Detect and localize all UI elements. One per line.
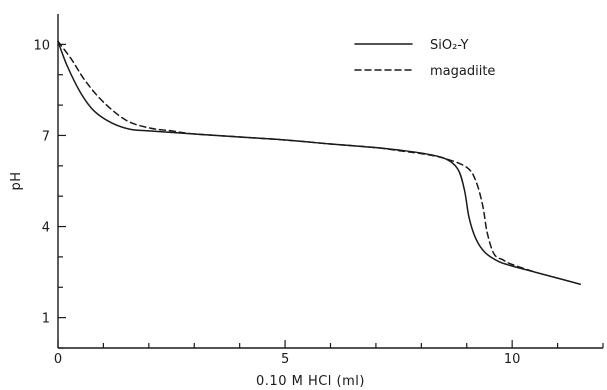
y-axis-label: pH xyxy=(9,171,24,190)
y-tick-label: 1 xyxy=(42,312,50,327)
x-tick-label: 5 xyxy=(281,352,289,367)
legend-label-sio-y: SiO₂-Y xyxy=(430,38,468,53)
series-line-sio-y xyxy=(57,40,582,285)
legend-label-magadiite: magadiite xyxy=(430,64,495,79)
y-tick-label: 10 xyxy=(33,38,50,53)
axes xyxy=(57,14,603,349)
series-lines xyxy=(57,40,582,285)
y-tick-label: 7 xyxy=(42,129,50,144)
x-tick-label: 10 xyxy=(504,352,521,367)
x-tick-label: 0 xyxy=(54,352,62,367)
x-axis-label: 0.10 M HCl (ml) xyxy=(256,374,365,389)
legend: SiO₂-Y magadiite xyxy=(354,38,495,79)
y-tick-label: 4 xyxy=(42,221,50,236)
ticks: 0 5 10 1 4 7 10 xyxy=(33,38,604,367)
